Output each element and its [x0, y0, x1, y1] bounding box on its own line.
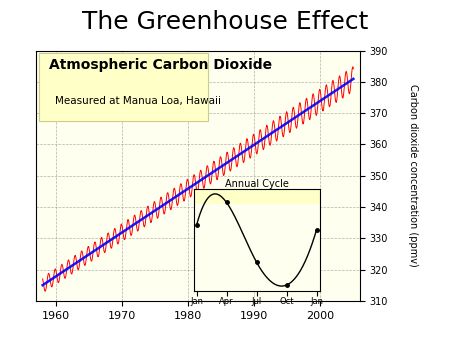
Text: The Greenhouse Effect: The Greenhouse Effect: [82, 10, 368, 34]
Text: Atmospheric Carbon Dioxide: Atmospheric Carbon Dioxide: [49, 58, 272, 72]
Text: Measured at Manua Loa, Hawaii: Measured at Manua Loa, Hawaii: [55, 96, 221, 106]
Title: Annual Cycle: Annual Cycle: [225, 178, 288, 189]
FancyBboxPatch shape: [39, 53, 208, 121]
FancyBboxPatch shape: [187, 179, 326, 204]
Y-axis label: Carbon dioxide concentration (ppmv): Carbon dioxide concentration (ppmv): [408, 84, 418, 267]
